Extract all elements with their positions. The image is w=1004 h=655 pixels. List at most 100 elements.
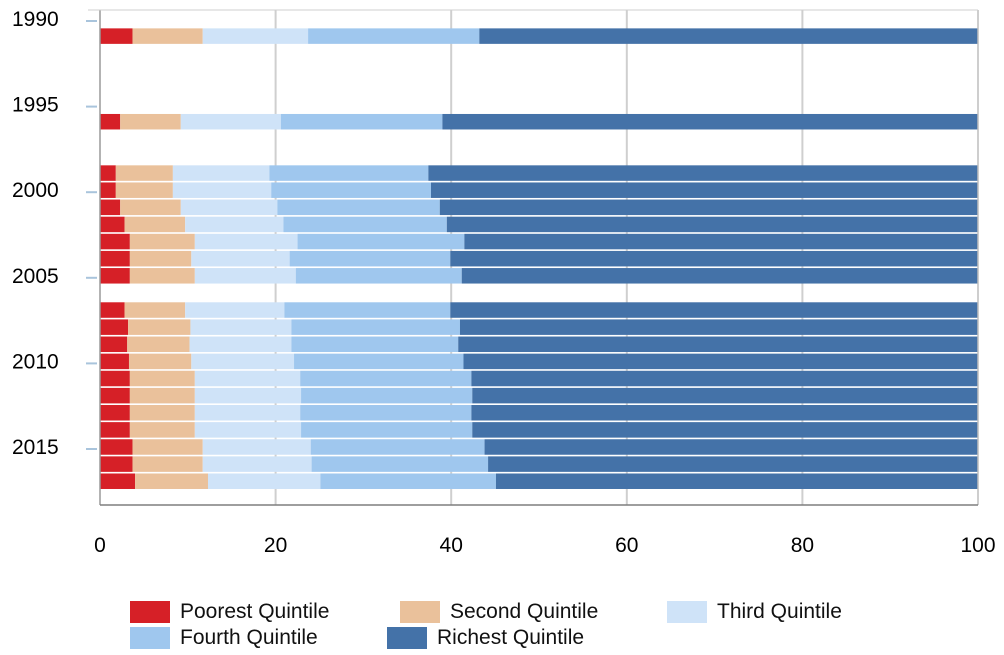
bar-segment (132, 456, 203, 472)
bar-segment (180, 199, 278, 216)
bar-segment (100, 165, 116, 181)
bar-segment (194, 233, 298, 250)
bar-segment (446, 216, 978, 233)
x-tick-label: 20 (264, 534, 287, 557)
bar-segment (100, 370, 130, 387)
bar-segment (291, 319, 460, 335)
bar-segment (120, 199, 181, 216)
bar-segment (129, 405, 195, 421)
bar-segment (431, 182, 979, 198)
bar-segment (439, 199, 978, 216)
bar-segment (194, 370, 301, 387)
year-axis-ticks: 1990 1995 2000 2005 2010 2015 (12, 8, 97, 459)
bar-segment (202, 28, 309, 44)
bar-segment (269, 165, 429, 181)
year-tick-label: 2010 (12, 350, 59, 373)
bar-segment (428, 165, 978, 181)
bar-segment (194, 268, 296, 284)
bar-segment (202, 439, 311, 455)
bar-segment (115, 165, 173, 181)
bar-segment (484, 439, 978, 455)
bar-segment (202, 456, 312, 472)
bar-segment (127, 336, 190, 353)
bar-segment (189, 336, 292, 353)
bar-segment (129, 268, 195, 284)
bar-segment (100, 28, 133, 44)
bar-segment (100, 233, 130, 250)
bar-segment (191, 353, 295, 370)
bar-segment (100, 405, 130, 421)
bar-segment (129, 250, 192, 267)
x-tick-label: 60 (615, 534, 638, 557)
year-tick-label: 2015 (12, 436, 59, 459)
bar-segment (308, 28, 480, 44)
bar-segment (310, 439, 485, 455)
bar-segment (100, 250, 130, 267)
bar-segment (301, 422, 473, 438)
bar-segment (100, 216, 125, 233)
bar-segment (472, 387, 978, 404)
bar-segment (100, 456, 133, 472)
bar-segment (100, 439, 133, 455)
bar-segment (284, 302, 451, 318)
bar-segment (115, 182, 173, 198)
bar-segment (129, 387, 195, 404)
bar-segment (472, 422, 978, 438)
x-tick-label: 0 (94, 534, 106, 557)
bar-segment (100, 268, 130, 284)
plot-frame (88, 9, 979, 506)
bar-segment (190, 319, 292, 335)
bar-segment (300, 370, 472, 387)
bar-segment (129, 233, 195, 250)
bar-segment (271, 182, 432, 198)
x-tick-label: 80 (791, 534, 814, 557)
bar-segment (100, 319, 129, 335)
bar-segment (283, 216, 447, 233)
bar-segment (471, 405, 978, 421)
bar-segment (495, 473, 978, 489)
bar-segment (297, 233, 465, 250)
bar-segment (185, 216, 284, 233)
bar-segment (311, 456, 489, 472)
bar-segment (100, 336, 128, 353)
x-tick-label: 40 (440, 534, 463, 557)
bar-segment (442, 113, 978, 130)
bar-segment (100, 199, 121, 216)
bar-segment (100, 422, 130, 438)
bar-segment (471, 370, 978, 387)
bar-segment (458, 336, 978, 353)
bar-segment (295, 268, 462, 284)
bar-segment (464, 233, 978, 250)
bar-segment (129, 370, 195, 387)
x-tick-label: 100 (960, 534, 995, 557)
bar-segment (172, 182, 272, 198)
bar-segment (100, 387, 130, 404)
bar-layer (100, 28, 979, 489)
bar-segment (479, 28, 978, 44)
year-tick-label: 1995 (12, 94, 59, 117)
bar-segment (180, 113, 281, 130)
bar-segment (128, 353, 192, 370)
bar-segment (120, 113, 181, 130)
bar-segment (488, 456, 978, 472)
bar-segment (194, 387, 302, 404)
bar-segment (291, 336, 459, 353)
year-tick-label: 2000 (12, 179, 59, 202)
bar-segment (129, 422, 195, 438)
bar-segment (191, 250, 290, 267)
bar-segment (172, 165, 270, 181)
bar-segment (294, 353, 464, 370)
bar-segment (207, 473, 321, 489)
bar-segment (132, 28, 203, 44)
bar-segment (289, 250, 451, 267)
x-axis-ticks: 0 20 40 60 80 100 (94, 534, 995, 557)
year-tick-label: 1990 (12, 8, 59, 31)
bar-segment (185, 302, 285, 318)
bar-segment (320, 473, 496, 489)
bar-segment (100, 302, 125, 318)
bar-segment (124, 302, 186, 318)
bar-segment (461, 268, 979, 284)
bar-segment (463, 353, 978, 370)
bar-segment (100, 473, 136, 489)
